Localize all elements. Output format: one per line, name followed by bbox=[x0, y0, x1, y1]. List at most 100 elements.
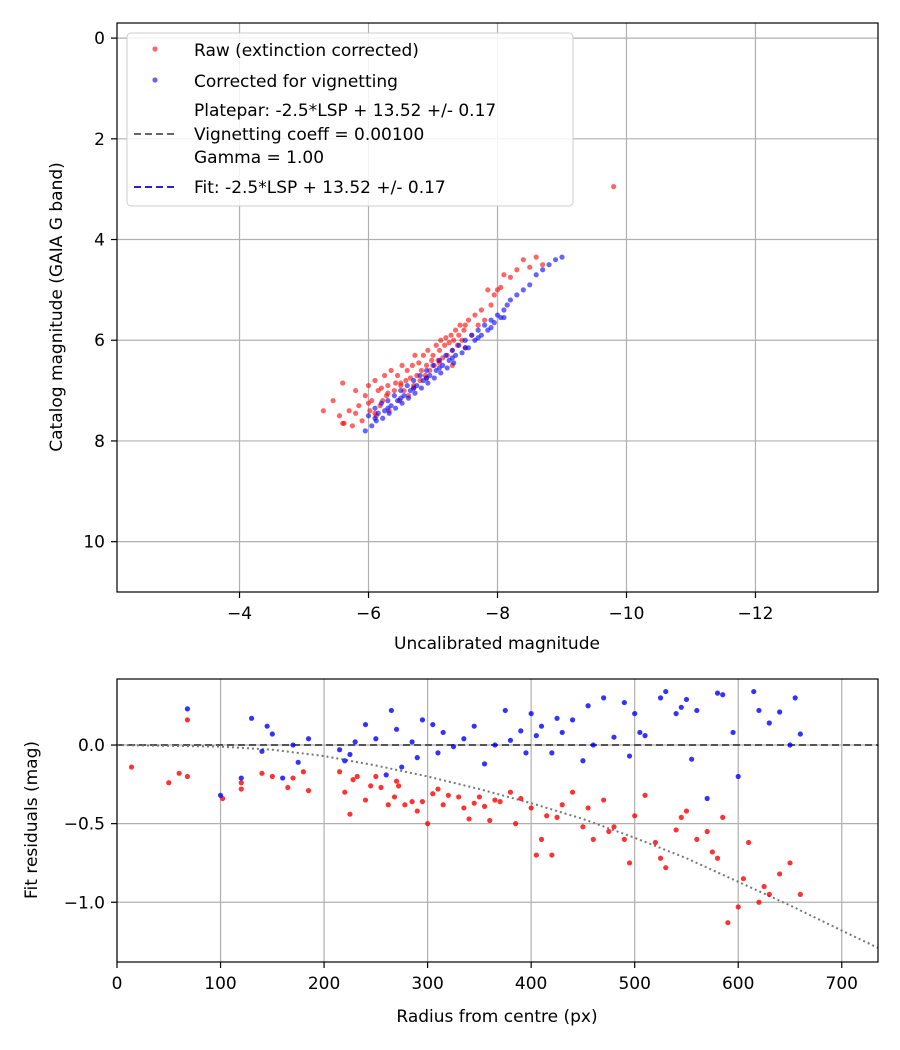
top-point-corrected bbox=[375, 410, 381, 416]
top-point-raw bbox=[394, 372, 401, 379]
bot-point-corrected bbox=[269, 731, 275, 737]
legend-raw-marker bbox=[152, 46, 158, 52]
bot-point-corrected bbox=[481, 761, 488, 767]
top-point-corrected bbox=[398, 395, 404, 401]
bot-point-corrected bbox=[362, 721, 369, 728]
top-point-raw bbox=[491, 292, 497, 298]
bot-point-raw bbox=[373, 773, 379, 780]
top-point-raw bbox=[461, 327, 467, 333]
top-point-raw bbox=[340, 420, 346, 426]
bot-point-raw bbox=[414, 808, 420, 814]
top-point-corrected bbox=[372, 405, 378, 411]
top-point-corrected bbox=[507, 297, 513, 303]
top-y-tick-label: 10 bbox=[83, 533, 105, 553]
bot-point-corrected bbox=[502, 707, 508, 714]
bot-point-corrected bbox=[518, 728, 524, 734]
bot-point-corrected bbox=[217, 792, 224, 798]
bot-point-raw bbox=[238, 786, 244, 792]
bot-point-corrected bbox=[238, 775, 244, 781]
bot-point-raw bbox=[305, 788, 312, 794]
bot-point-corrected bbox=[523, 750, 529, 756]
top-point-corrected bbox=[527, 282, 533, 288]
top-point-raw bbox=[527, 264, 533, 270]
bot-point-corrected bbox=[248, 715, 255, 721]
bot-point-corrected bbox=[714, 690, 721, 696]
bot-point-raw bbox=[678, 814, 684, 820]
bot-point-corrected bbox=[657, 695, 664, 701]
bot-point-raw bbox=[350, 777, 356, 783]
bot-point-corrected bbox=[797, 731, 803, 737]
top-point-corrected bbox=[386, 410, 392, 416]
bot-point-corrected bbox=[663, 688, 669, 695]
bot-point-raw bbox=[626, 860, 633, 866]
top-point-raw bbox=[475, 322, 481, 328]
top-point-corrected bbox=[501, 314, 507, 321]
bot-point-corrected bbox=[559, 729, 565, 736]
top-point-raw bbox=[353, 387, 359, 394]
bot-point-corrected bbox=[611, 734, 617, 740]
top-point-raw bbox=[436, 347, 443, 353]
bot-point-corrected bbox=[280, 775, 286, 781]
bot-point-corrected bbox=[440, 729, 446, 736]
top-point-corrected bbox=[559, 254, 565, 260]
bot-point-raw bbox=[337, 769, 343, 775]
top-point-corrected bbox=[411, 385, 417, 391]
bot-point-raw bbox=[184, 773, 191, 780]
top-point-raw bbox=[382, 372, 388, 379]
bot-point-raw bbox=[787, 860, 793, 866]
bot-point-raw bbox=[735, 904, 741, 910]
bot-point-corrected bbox=[352, 739, 358, 745]
bot-point-raw bbox=[720, 814, 726, 820]
bot-point-raw bbox=[797, 891, 803, 897]
bot-y-tick-label: −1.0 bbox=[64, 893, 105, 913]
top-point-corrected bbox=[438, 370, 444, 376]
top-point-raw bbox=[349, 423, 355, 429]
bot-point-raw bbox=[513, 821, 519, 827]
bot-point-corrected bbox=[735, 773, 741, 780]
top-x-ticks: −4 −6 −8 −10 −12 bbox=[227, 592, 773, 624]
top-y-ticks: 0 2 4 6 8 10 bbox=[83, 29, 117, 553]
legend-box bbox=[126, 32, 574, 207]
bot-point-corrected bbox=[585, 703, 591, 709]
top-point-raw bbox=[393, 380, 399, 386]
bot-point-corrected bbox=[383, 772, 389, 778]
top-point-corrected bbox=[501, 307, 507, 313]
bot-point-raw bbox=[128, 764, 135, 770]
top-point-raw bbox=[540, 262, 546, 268]
bot-point-corrected bbox=[419, 717, 426, 723]
top-point-raw bbox=[378, 385, 385, 391]
top-point-raw bbox=[442, 342, 448, 348]
top-point-raw bbox=[462, 322, 468, 328]
bot-point-raw bbox=[285, 784, 291, 791]
bot-point-corrected bbox=[787, 742, 793, 748]
bot-point-corrected bbox=[730, 729, 736, 736]
top-point-corrected bbox=[418, 385, 424, 391]
top-x-axis-label: Uncalibrated magnitude bbox=[394, 634, 600, 654]
bot-point-raw bbox=[456, 794, 462, 800]
bot-x-tick-label: 0 bbox=[112, 974, 123, 994]
bottom-x-ticks: 0 100 200 300 400 500 600 700 bbox=[112, 962, 858, 994]
bottom-y-axis-label: Fit residuals (mag) bbox=[22, 741, 42, 899]
top-point-corrected bbox=[469, 332, 475, 338]
top-point-raw bbox=[356, 403, 362, 409]
bot-point-corrected bbox=[621, 699, 627, 706]
bot-point-raw bbox=[481, 803, 488, 809]
bot-point-corrected bbox=[777, 709, 783, 715]
top-point-corrected bbox=[436, 365, 443, 371]
bot-point-raw bbox=[683, 808, 690, 814]
top-point-corrected bbox=[369, 423, 375, 429]
top-point-raw bbox=[372, 377, 378, 384]
top-point-raw bbox=[336, 413, 343, 419]
top-point-corrected bbox=[443, 352, 449, 358]
bot-point-raw bbox=[766, 891, 772, 897]
top-point-corrected bbox=[436, 357, 443, 363]
top-point-raw bbox=[403, 377, 409, 384]
bot-point-corrected bbox=[590, 742, 596, 748]
top-scatter-points bbox=[320, 184, 617, 434]
top-point-raw bbox=[498, 284, 504, 290]
top-point-raw bbox=[367, 408, 373, 414]
top-point-corrected bbox=[393, 405, 399, 411]
top-point-corrected bbox=[451, 360, 457, 366]
legend-platepar-label-line3: Gamma = 1.00 bbox=[194, 148, 324, 168]
bot-point-corrected bbox=[694, 707, 700, 714]
